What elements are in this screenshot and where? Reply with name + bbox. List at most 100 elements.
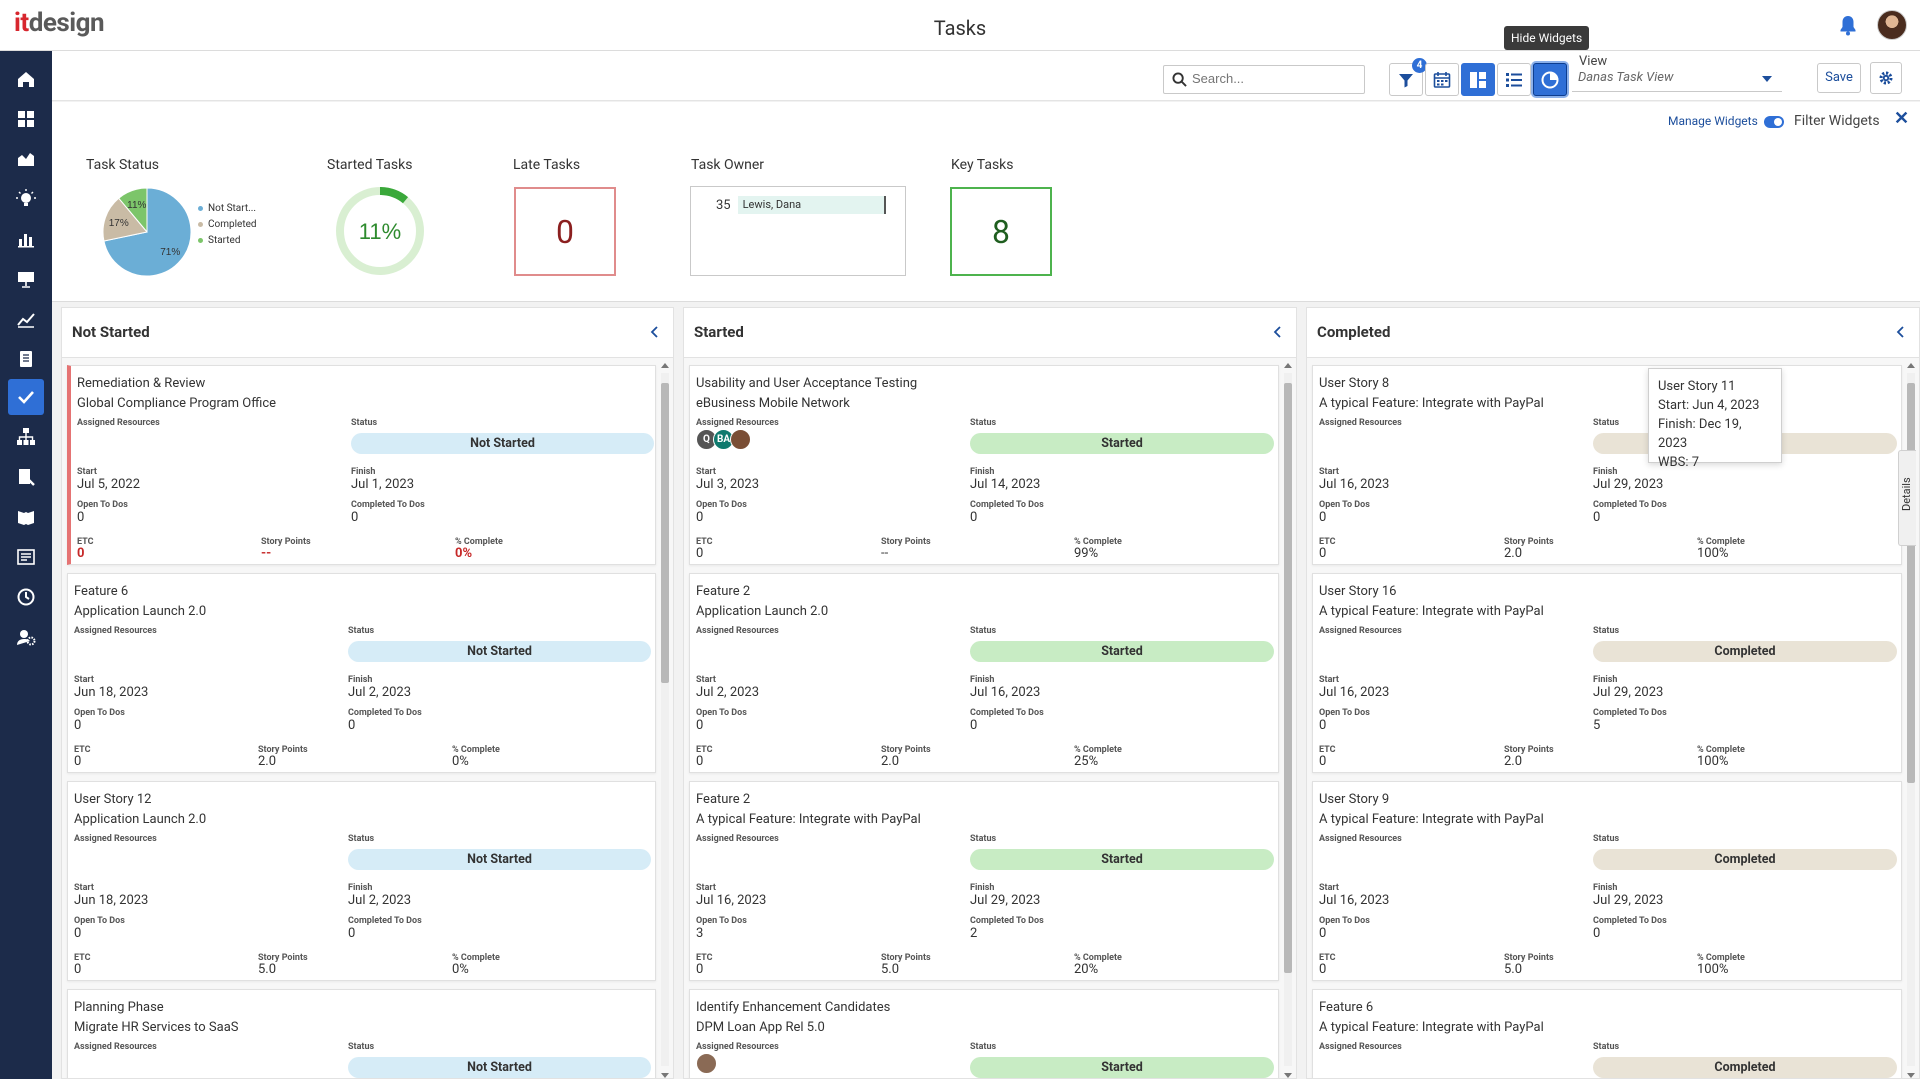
scroll-down-icon[interactable] bbox=[661, 1073, 669, 1078]
story-points-label: Story Points bbox=[881, 953, 931, 963]
details-panel-tab[interactable]: Details bbox=[1898, 450, 1916, 546]
card-title[interactable]: User Story 9 bbox=[1319, 792, 1390, 807]
filter-widgets-toggle[interactable] bbox=[1764, 116, 1784, 128]
sidebar-item-tasks[interactable] bbox=[8, 379, 44, 415]
legend-item[interactable]: Not Start... bbox=[198, 201, 257, 217]
sidebar-item-presentation[interactable] bbox=[8, 261, 44, 297]
column-scrollbar[interactable] bbox=[1905, 361, 1917, 1078]
column-scrollbar[interactable] bbox=[659, 361, 671, 1078]
column-scrollbar[interactable] bbox=[1282, 361, 1294, 1078]
task-card[interactable]: User Story 8 A typical Feature: Integrat… bbox=[1312, 365, 1902, 565]
scroll-up-icon[interactable] bbox=[1284, 363, 1292, 368]
started-tasks-gauge[interactable]: 11% bbox=[335, 186, 425, 276]
scroll-thumb[interactable] bbox=[661, 383, 669, 683]
task-card[interactable]: Feature 6 A typical Feature: Integrate w… bbox=[1312, 989, 1902, 1078]
card-project[interactable]: A typical Feature: Integrate with PayPal bbox=[1319, 1020, 1544, 1035]
user-avatar[interactable] bbox=[1877, 10, 1907, 40]
open-todos-label: Open To Dos bbox=[77, 500, 128, 510]
sidebar-item-portfolio[interactable] bbox=[8, 141, 44, 177]
save-view-button[interactable]: Save bbox=[1817, 63, 1861, 93]
finish-date: Jul 2, 2023 bbox=[348, 893, 412, 908]
task-card[interactable]: Feature 6 Application Launch 2.0 Assigne… bbox=[67, 573, 656, 773]
card-project[interactable]: Migrate HR Services to SaaS bbox=[74, 1020, 239, 1035]
calendar-view-button[interactable] bbox=[1425, 63, 1459, 96]
sidebar-item-admin[interactable] bbox=[8, 619, 44, 655]
sidebar-item-dashboard[interactable] bbox=[8, 101, 44, 137]
card-project[interactable]: eBusiness Mobile Network bbox=[696, 396, 850, 411]
sidebar-item-org-chart[interactable] bbox=[8, 419, 44, 455]
resource-avatar[interactable] bbox=[730, 429, 751, 450]
card-title[interactable]: Feature 2 bbox=[696, 792, 751, 807]
manage-widgets-link[interactable]: Manage Widgets bbox=[1668, 114, 1758, 128]
list-view-button[interactable] bbox=[1497, 63, 1531, 96]
filter-button[interactable]: 4 bbox=[1389, 58, 1427, 96]
key-tasks-count[interactable]: 8 bbox=[950, 187, 1052, 276]
legend-item[interactable]: Completed bbox=[198, 217, 257, 233]
task-card[interactable]: Planning Phase Migrate HR Services to Sa… bbox=[67, 989, 656, 1078]
sidebar-item-timesheet[interactable] bbox=[8, 459, 44, 495]
task-card[interactable]: Identify Enhancement Candidates DPM Loan… bbox=[689, 989, 1279, 1078]
scroll-up-icon[interactable] bbox=[661, 363, 669, 368]
card-title[interactable]: User Story 8 bbox=[1319, 376, 1390, 391]
card-title[interactable]: Feature 6 bbox=[74, 584, 129, 599]
search-box[interactable] bbox=[1163, 65, 1365, 94]
sidebar-item-documents[interactable] bbox=[8, 341, 44, 377]
collapse-chevron-icon[interactable] bbox=[650, 326, 659, 338]
card-title[interactable]: Remediation & Review bbox=[77, 376, 206, 391]
card-title[interactable]: Feature 6 bbox=[1319, 1000, 1374, 1015]
scroll-thumb[interactable] bbox=[1907, 383, 1915, 783]
sidebar-item-home[interactable] bbox=[8, 61, 44, 97]
notifications-bell-icon[interactable] bbox=[1838, 14, 1858, 36]
scroll-thumb[interactable] bbox=[1284, 383, 1292, 973]
task-owner-row[interactable]: 35 Lewis, Dana bbox=[716, 196, 886, 214]
card-title[interactable]: Feature 2 bbox=[696, 584, 751, 599]
legend-swatch bbox=[198, 221, 203, 227]
card-title[interactable]: Planning Phase bbox=[74, 1000, 164, 1015]
task-card[interactable]: Usability and User Acceptance Testing eB… bbox=[689, 365, 1279, 565]
sidebar-item-ideas[interactable] bbox=[8, 181, 44, 217]
view-select[interactable]: Danas Task View bbox=[1572, 66, 1782, 92]
sidebar-item-forms[interactable] bbox=[8, 539, 44, 575]
close-widgets-icon[interactable]: ✕ bbox=[1894, 108, 1910, 129]
sidebar-item-history[interactable] bbox=[8, 579, 44, 615]
card-project[interactable]: Application Launch 2.0 bbox=[696, 604, 829, 619]
task-status-pie-chart[interactable]: 11% 71% 17% bbox=[101, 186, 193, 278]
resource-avatar[interactable] bbox=[696, 1053, 717, 1074]
task-card[interactable]: Remediation & Review Global Compliance P… bbox=[67, 365, 656, 565]
legend-item[interactable]: Started bbox=[198, 233, 257, 249]
scroll-down-icon[interactable] bbox=[1907, 1073, 1915, 1078]
sidebar-item-reports[interactable] bbox=[8, 221, 44, 257]
pie-slice[interactable] bbox=[102, 197, 148, 242]
card-project[interactable]: A typical Feature: Integrate with PayPal bbox=[1319, 396, 1544, 411]
card-project[interactable]: A typical Feature: Integrate with PayPal bbox=[696, 812, 921, 827]
pct-complete-label: % Complete bbox=[1074, 745, 1122, 755]
collapse-chevron-icon[interactable] bbox=[1896, 326, 1905, 338]
collapse-chevron-icon[interactable] bbox=[1273, 326, 1282, 338]
sidebar-item-library[interactable] bbox=[8, 499, 44, 535]
hide-widgets-button[interactable] bbox=[1533, 63, 1567, 96]
card-title[interactable]: User Story 16 bbox=[1319, 584, 1397, 599]
card-title[interactable]: User Story 12 bbox=[74, 792, 152, 807]
search-input[interactable] bbox=[1192, 71, 1357, 86]
card-project[interactable]: DPM Loan App Rel 5.0 bbox=[696, 1020, 825, 1035]
app-logo[interactable]: itdesign bbox=[14, 8, 105, 38]
task-card[interactable]: User Story 16 A typical Feature: Integra… bbox=[1312, 573, 1902, 773]
scroll-down-icon[interactable] bbox=[1284, 1073, 1292, 1078]
task-card[interactable]: Feature 2 Application Launch 2.0 Assigne… bbox=[689, 573, 1279, 773]
sidebar-item-analytics[interactable] bbox=[8, 301, 44, 337]
card-project[interactable]: A typical Feature: Integrate with PayPal bbox=[1319, 604, 1544, 619]
task-card[interactable]: User Story 12 Application Launch 2.0 Ass… bbox=[67, 781, 656, 981]
task-card[interactable]: User Story 9 A typical Feature: Integrat… bbox=[1312, 781, 1902, 981]
card-title[interactable]: Usability and User Acceptance Testing bbox=[696, 376, 918, 391]
card-project[interactable]: Application Launch 2.0 bbox=[74, 604, 207, 619]
story-points-label: Story Points bbox=[258, 953, 308, 963]
scroll-up-icon[interactable] bbox=[1907, 363, 1915, 368]
card-project[interactable]: Application Launch 2.0 bbox=[74, 812, 207, 827]
card-project[interactable]: A typical Feature: Integrate with PayPal bbox=[1319, 812, 1544, 827]
task-card[interactable]: Feature 2 A typical Feature: Integrate w… bbox=[689, 781, 1279, 981]
board-view-button[interactable] bbox=[1461, 63, 1495, 96]
late-tasks-count[interactable]: 0 bbox=[514, 187, 616, 276]
card-title[interactable]: Identify Enhancement Candidates bbox=[696, 1000, 891, 1015]
settings-button[interactable] bbox=[1870, 62, 1902, 94]
card-project[interactable]: Global Compliance Program Office bbox=[77, 396, 277, 411]
